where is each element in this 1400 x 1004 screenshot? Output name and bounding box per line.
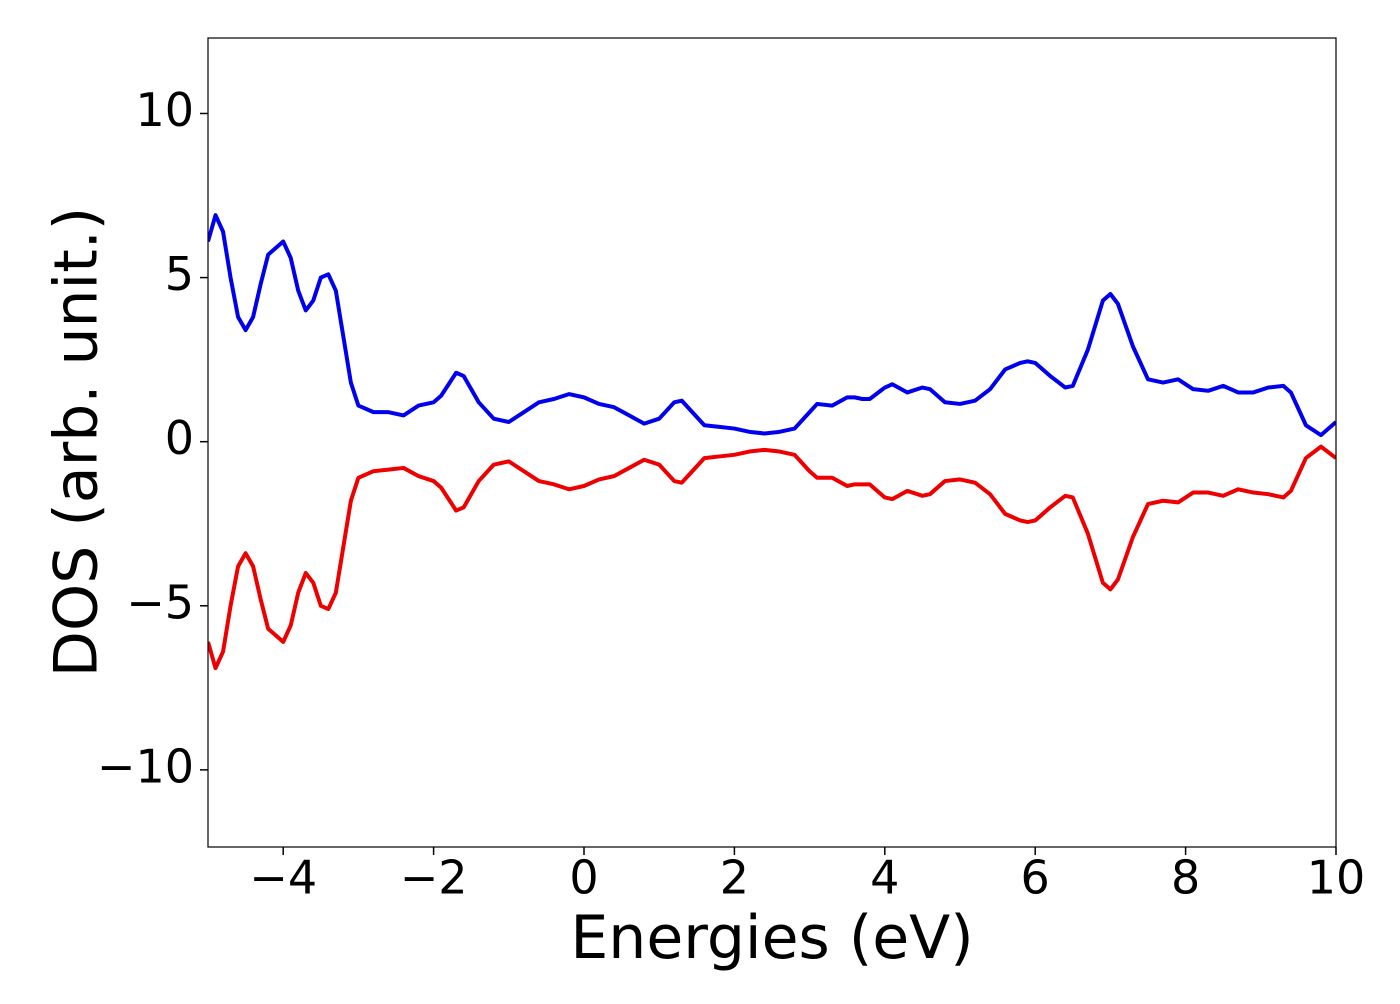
x-axis-label: Energies (eV) bbox=[570, 903, 973, 973]
y-tick-label: 10 bbox=[135, 83, 194, 137]
y-tick-label: 0 bbox=[165, 411, 194, 465]
x-tick-label: −2 bbox=[400, 851, 468, 905]
x-tick-label: 8 bbox=[1171, 851, 1200, 905]
series-line bbox=[208, 213, 1336, 438]
y-tick-label: −10 bbox=[97, 739, 194, 793]
x-tick-label: 10 bbox=[1307, 851, 1366, 905]
y-axis-label: DOS (arb. unit.) bbox=[42, 207, 112, 677]
x-tick-label: 6 bbox=[1021, 851, 1050, 905]
x-tick-label: 0 bbox=[569, 851, 598, 905]
y-tick-label: 5 bbox=[165, 247, 194, 301]
plot-frame bbox=[207, 37, 1337, 848]
y-tick-label: −5 bbox=[126, 575, 194, 629]
x-tick-label: 2 bbox=[720, 851, 749, 905]
series-line bbox=[208, 444, 1336, 671]
x-tick-label: 4 bbox=[870, 851, 899, 905]
x-tick-label: −4 bbox=[249, 851, 317, 905]
